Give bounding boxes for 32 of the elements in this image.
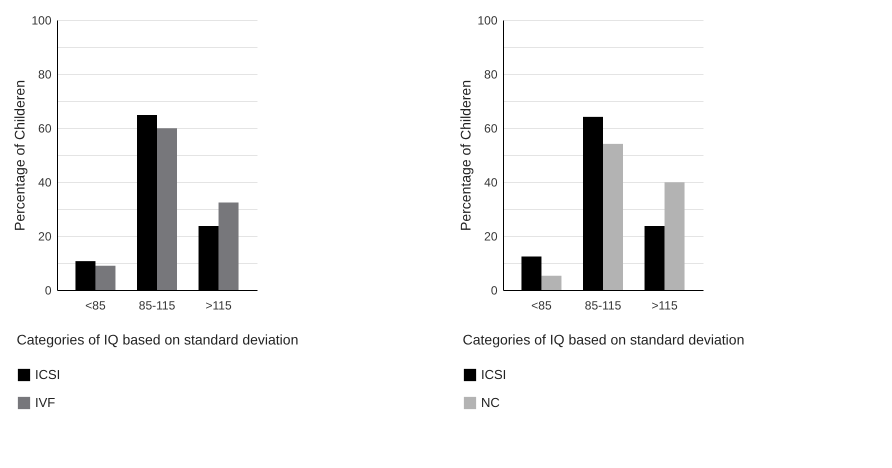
- legend-label: IVF: [35, 395, 56, 410]
- x-tick-label: <85: [85, 298, 106, 312]
- x-tick-label: >115: [651, 298, 678, 312]
- y-tick-label: 60: [38, 122, 52, 136]
- x-tick-label: <85: [531, 298, 552, 312]
- bar: [603, 144, 623, 290]
- bar: [95, 266, 116, 290]
- y-tick-label: 80: [38, 68, 52, 82]
- y-tick-label: 40: [38, 176, 52, 190]
- x-tick-label: 85-115: [584, 298, 622, 312]
- y-axis-title: Percentage of Childeren: [457, 80, 474, 231]
- x-axis-title: Categories of IQ based on standard deviation: [16, 332, 298, 348]
- y-tick-label: 100: [31, 14, 52, 28]
- bar: [664, 182, 685, 290]
- x-tick-label: >115: [205, 298, 232, 312]
- y-tick-label: 20: [38, 230, 52, 244]
- y-tick-label: 80: [484, 68, 498, 82]
- y-tick-label: 40: [484, 176, 498, 190]
- y-tick-label: 100: [477, 14, 498, 28]
- bar: [541, 276, 562, 290]
- bar: [218, 202, 239, 290]
- y-tick-label: 60: [484, 122, 498, 136]
- legend-label: ICSI: [481, 367, 506, 382]
- y-tick-label: 0: [490, 284, 498, 298]
- bar: [157, 128, 177, 290]
- legend-label: ICSI: [35, 367, 60, 382]
- x-axis-title: Categories of IQ based on standard deviation: [462, 332, 744, 348]
- x-tick-label: 85-115: [138, 298, 176, 312]
- y-tick-label: 20: [484, 230, 498, 244]
- y-axis-title: Percentage of Childeren: [11, 80, 28, 231]
- legend-label: NC: [481, 395, 500, 410]
- y-tick-label: 0: [44, 284, 52, 298]
